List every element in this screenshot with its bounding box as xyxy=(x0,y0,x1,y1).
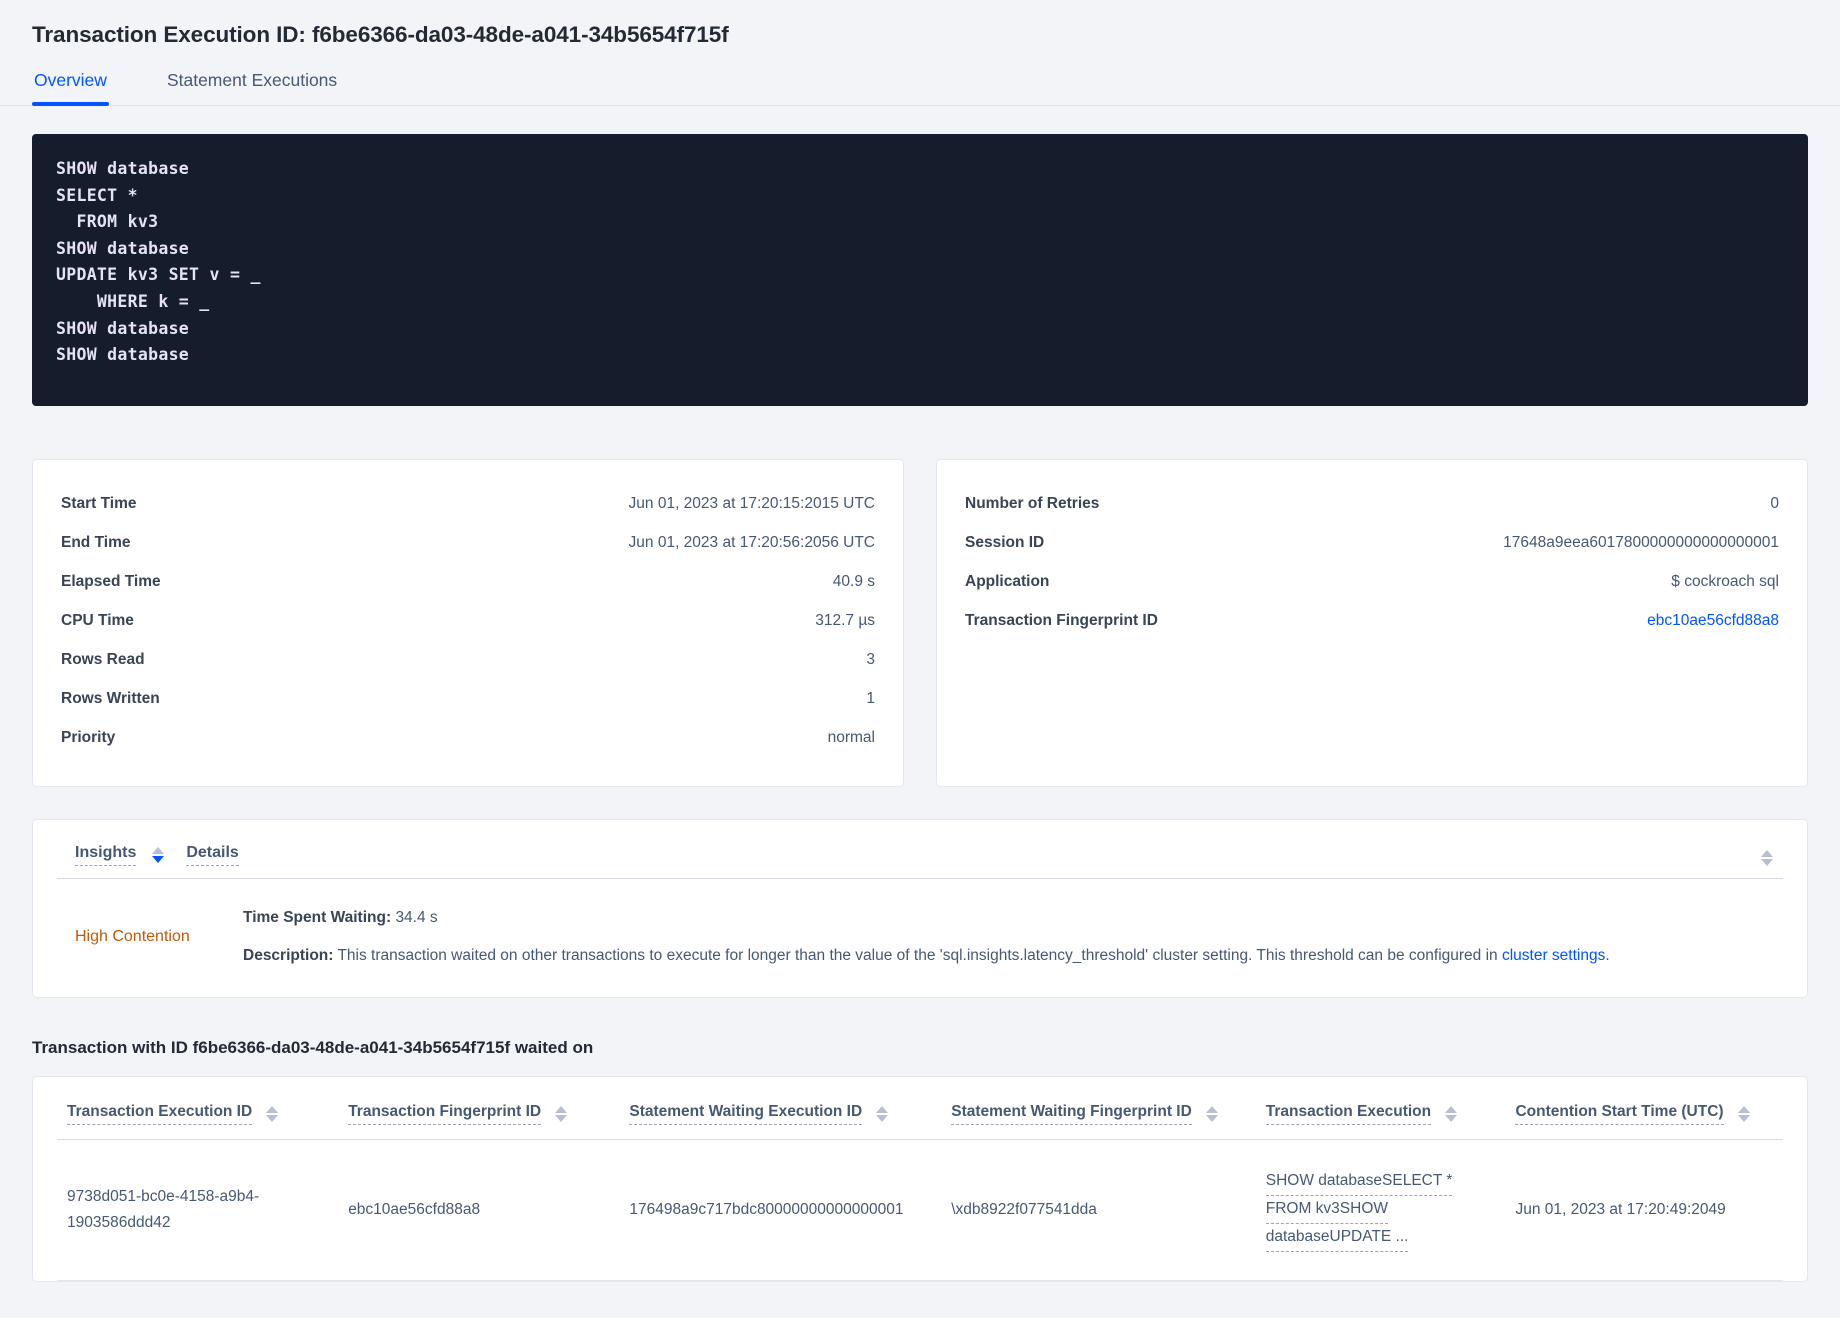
summary-label: Rows Written xyxy=(61,689,160,707)
sort-icon[interactable] xyxy=(1761,850,1773,866)
summary-label: CPU Time xyxy=(61,611,134,629)
sql-code-text: SHOW database SELECT * FROM kv3 SHOW dat… xyxy=(56,159,261,365)
summary-value: 17648a9eea6017800000000000000001 xyxy=(1503,533,1779,551)
summary-value: 1 xyxy=(866,689,875,707)
summary-row-number-of-retries: Number of Retries 0 xyxy=(965,484,1779,523)
tab-statement-executions[interactable]: Statement Executions xyxy=(166,70,338,90)
summary-value: 312.7 µs xyxy=(815,611,875,629)
summary-card-left: Start Time Jun 01, 2023 at 17:20:15:2015… xyxy=(32,459,904,787)
summary-label: Application xyxy=(965,572,1050,590)
column-header-statement-waiting-execution-id[interactable]: Statement Waiting Execution ID xyxy=(619,1077,942,1140)
insights-panel: Insights Details High Contention Time Sp… xyxy=(32,819,1808,998)
cell-transaction-execution[interactable]: SHOW databaseSELECT * FROM kv3SHOW datab… xyxy=(1255,1139,1506,1281)
insight-waiting-value: 34.4 s xyxy=(395,909,438,926)
summary-label: Session ID xyxy=(965,533,1045,551)
cell-contention-start-time: Jun 01, 2023 at 17:20:49:2049 xyxy=(1505,1139,1783,1281)
page-title: Transaction Execution ID: f6be6366-da03-… xyxy=(32,22,729,47)
summary-value: Jun 01, 2023 at 17:20:56:2056 UTC xyxy=(628,533,875,551)
table-row: 9738d051-bc0e-4158-a9b4-1903586ddd42 ebc… xyxy=(57,1139,1783,1281)
cell-statement-waiting-fingerprint-id: \xdb8922f077541dda xyxy=(941,1139,1256,1281)
tab-overview[interactable]: Overview xyxy=(32,70,109,106)
summary-value: $ cockroach sql xyxy=(1671,572,1779,590)
summary-row-rows-read: Rows Read 3 xyxy=(61,640,875,679)
summary-value: 40.9 s xyxy=(832,572,875,590)
table-head: Transaction Execution ID Transaction Fin… xyxy=(57,1077,1783,1140)
column-label[interactable]: Transaction Execution xyxy=(1265,1103,1432,1125)
cluster-settings-link[interactable]: cluster settings xyxy=(1501,947,1606,964)
summary-value: normal xyxy=(827,728,875,746)
insight-waiting-label: Time Spent Waiting: xyxy=(243,909,392,926)
transaction-execution-line[interactable]: SHOW databaseSELECT * xyxy=(1265,1168,1453,1196)
waited-on-section-title: Transaction with ID f6be6366-da03-48de-a… xyxy=(32,1038,594,1057)
insights-column-header: Insights xyxy=(57,844,165,866)
summary-value: 0 xyxy=(1770,494,1779,512)
insight-row: High Contention Time Spent Waiting: 34.4… xyxy=(57,879,1783,997)
summary-row-session-id: Session ID 17648a9eea6017800000000000000… xyxy=(965,523,1779,562)
summary-label: Transaction Fingerprint ID xyxy=(965,611,1158,629)
column-header-transaction-fingerprint-id[interactable]: Transaction Fingerprint ID xyxy=(338,1077,620,1140)
insight-description-tail: . xyxy=(1605,947,1610,964)
cell-statement-waiting-execution-id: 176498a9c717bdc80000000000000001 xyxy=(619,1139,942,1281)
waited-on-table-card: Transaction Execution ID Transaction Fin… xyxy=(32,1076,1808,1282)
sort-icon[interactable] xyxy=(1737,1106,1750,1122)
summary-row-transaction-fingerprint-id: Transaction Fingerprint ID ebc10ae56cfd8… xyxy=(965,601,1779,640)
insight-description-label: Description: xyxy=(243,947,334,964)
column-label[interactable]: Statement Waiting Execution ID xyxy=(629,1103,863,1125)
sort-icon[interactable] xyxy=(1205,1106,1218,1122)
table-header-row: Transaction Execution ID Transaction Fin… xyxy=(57,1077,1783,1140)
sort-icon[interactable] xyxy=(152,847,165,863)
column-header-transaction-execution-id[interactable]: Transaction Execution ID xyxy=(57,1077,339,1140)
column-label[interactable]: Transaction Fingerprint ID xyxy=(348,1103,542,1125)
sort-icon[interactable] xyxy=(1445,1106,1458,1122)
transaction-execution-line[interactable]: databaseUPDATE ... xyxy=(1265,1224,1409,1252)
cell-transaction-execution-id: 9738d051-bc0e-4158-a9b4-1903586ddd42 xyxy=(57,1139,339,1281)
summary-value: 3 xyxy=(866,650,875,668)
summary-label: Priority xyxy=(61,728,116,746)
summary-row-elapsed-time: Elapsed Time 40.9 s xyxy=(61,562,875,601)
insight-time-spent-waiting: Time Spent Waiting: 34.4 s xyxy=(243,905,1783,931)
insight-name-high-contention[interactable]: High Contention xyxy=(75,928,190,945)
insights-sort-right xyxy=(1761,844,1783,866)
column-label[interactable]: Statement Waiting Fingerprint ID xyxy=(951,1103,1192,1125)
sql-code-block: SHOW database SELECT * FROM kv3 SHOW dat… xyxy=(32,134,1808,406)
insight-description-text: This transaction waited on other transac… xyxy=(337,947,1502,964)
cell-transaction-fingerprint-id: ebc10ae56cfd88a8 xyxy=(338,1139,620,1281)
sort-icon[interactable] xyxy=(876,1106,889,1122)
summary-row-rows-written: Rows Written 1 xyxy=(61,679,875,718)
column-label[interactable]: Transaction Execution ID xyxy=(67,1103,253,1125)
insights-column-label[interactable]: Insights xyxy=(75,844,137,866)
insight-description: Description: This transaction waited on … xyxy=(243,943,1783,969)
tab-bar: Overview Statement Executions xyxy=(0,70,1840,106)
sort-icon[interactable] xyxy=(266,1106,279,1122)
column-header-contention-start-time[interactable]: Contention Start Time (UTC) xyxy=(1505,1077,1783,1140)
insights-table-header: Insights Details xyxy=(57,820,1783,879)
details-column-header: Details xyxy=(186,844,239,866)
summary-row-cpu-time: CPU Time 312.7 µs xyxy=(61,601,875,640)
summary-row-end-time: End Time Jun 01, 2023 at 17:20:56:2056 U… xyxy=(61,523,875,562)
summary-row-priority: Priority normal xyxy=(61,718,875,757)
waited-on-table: Transaction Execution ID Transaction Fin… xyxy=(57,1077,1783,1281)
column-header-transaction-execution[interactable]: Transaction Execution xyxy=(1255,1077,1506,1140)
summary-cards: Start Time Jun 01, 2023 at 17:20:15:2015… xyxy=(32,459,1808,787)
summary-card-right: Number of Retries 0 Session ID 17648a9ee… xyxy=(936,459,1808,787)
summary-row-application: Application $ cockroach sql xyxy=(965,562,1779,601)
transaction-fingerprint-id-link[interactable]: ebc10ae56cfd88a8 xyxy=(1647,611,1779,629)
details-column-label[interactable]: Details xyxy=(186,844,239,866)
summary-row-start-time: Start Time Jun 01, 2023 at 17:20:15:2015… xyxy=(61,484,875,523)
summary-label: Number of Retries xyxy=(965,494,1100,512)
transaction-execution-line[interactable]: FROM kv3SHOW xyxy=(1265,1196,1389,1224)
summary-label: End Time xyxy=(61,533,131,551)
column-label[interactable]: Contention Start Time (UTC) xyxy=(1515,1103,1724,1125)
summary-label: Rows Read xyxy=(61,650,145,668)
column-header-statement-waiting-fingerprint-id[interactable]: Statement Waiting Fingerprint ID xyxy=(941,1077,1256,1140)
table-body: 9738d051-bc0e-4158-a9b4-1903586ddd42 ebc… xyxy=(57,1139,1783,1281)
sort-icon[interactable] xyxy=(555,1106,568,1122)
summary-label: Elapsed Time xyxy=(61,572,161,590)
summary-value: Jun 01, 2023 at 17:20:15:2015 UTC xyxy=(628,494,875,512)
summary-label: Start Time xyxy=(61,494,137,512)
insight-details: Time Spent Waiting: 34.4 s Description: … xyxy=(221,905,1783,969)
